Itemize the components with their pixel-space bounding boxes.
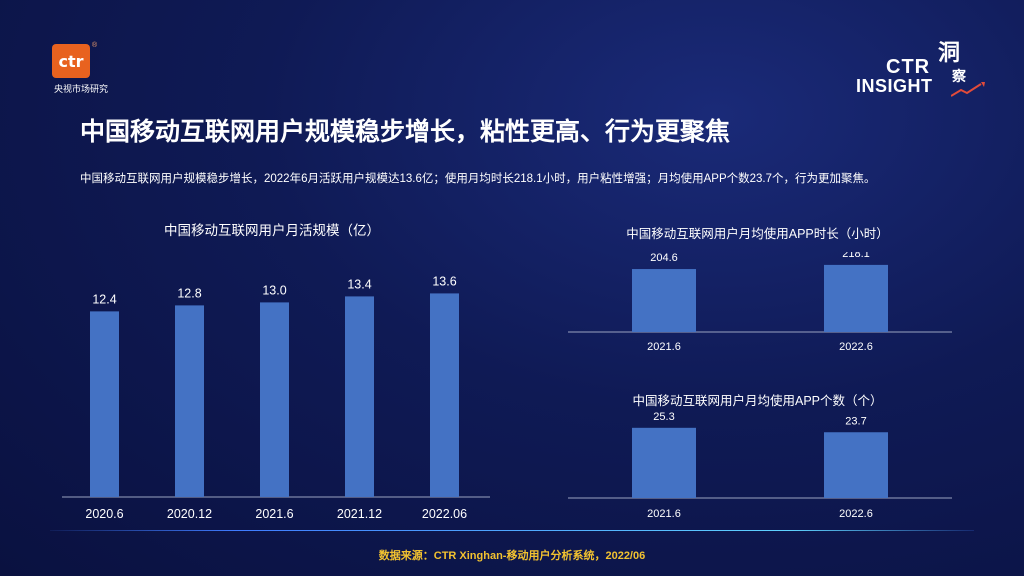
x-tick-label: 2021.6 <box>647 508 681 520</box>
brand-ctr: CTR <box>886 56 931 78</box>
data-label: 13.0 <box>262 283 286 297</box>
data-label: 23.7 <box>845 415 866 427</box>
page-title: 中国移动互联网用户规模稳步增长，粘性更高、行为更聚焦 <box>80 118 731 146</box>
bar-2020.12 <box>175 305 204 497</box>
brand-cn-1: 洞 <box>938 40 961 66</box>
chart-2-app-hours: 204.6 2021.6 218.1 2022.6 <box>568 252 952 353</box>
page-subtitle: 中国移动互联网用户规模稳步增长，2022年6月活跃用户规模达13.6亿；使用月均… <box>80 173 876 185</box>
brand-cn-2: 察 <box>952 69 966 85</box>
data-label: 13.4 <box>347 277 371 291</box>
chart-2-title: 中国移动互联网用户月均使用APP时长（小时） <box>626 227 889 241</box>
x-tick-label: 2020.6 <box>85 507 123 521</box>
data-label: 218.1 <box>842 252 870 260</box>
data-label: 204.6 <box>650 252 678 264</box>
data-label: 12.4 <box>92 292 116 306</box>
chart-1-mau: 12.4 2020.6 12.8 2020.12 13.0 2021.6 13.4 2021.… <box>62 274 490 521</box>
registered-mark: ® <box>92 42 98 49</box>
x-tick-label: 2021.6 <box>647 341 681 353</box>
bar-2021.6 <box>260 302 289 497</box>
x-tick-label: 2021.12 <box>337 507 382 521</box>
bar-2021.6 <box>632 269 696 332</box>
bar-2022.6 <box>824 432 888 498</box>
bar-2020.6 <box>90 311 119 497</box>
x-tick-label: 2022.06 <box>422 507 467 521</box>
brand-insight: INSIGHT <box>856 76 933 96</box>
x-tick-label: 2022.6 <box>839 341 873 353</box>
ctr-insight-brand: CTR INSIGHT 洞 察 <box>856 38 986 100</box>
x-tick-label: 2020.12 <box>167 507 212 521</box>
bar-2022.6 <box>824 264 888 332</box>
data-label: 25.3 <box>653 412 674 423</box>
footer-divider <box>50 530 974 531</box>
ctr-logo-mark: ctr <box>52 44 90 78</box>
bar-2021.6 <box>632 427 696 498</box>
logo-subtitle: 央视市场研究 <box>54 84 109 94</box>
data-label: 13.6 <box>432 274 456 288</box>
chart-1-title: 中国移动互联网用户月活规模（亿） <box>164 223 380 238</box>
data-source: 数据来源：CTR Xinghan-移动用户分析系统，2022/06 <box>378 550 646 562</box>
ctr-logo: ctr ® 央视市场研究 <box>52 42 108 94</box>
x-tick-label: 2022.6 <box>839 508 873 520</box>
bar-2022.06 <box>430 293 459 497</box>
chart-3-title: 中国移动互联网用户月均使用APP个数（个） <box>632 394 883 408</box>
x-tick-label: 2021.6 <box>255 507 293 521</box>
chart-3-app-count: 25.3 2021.6 23.7 2022.6 <box>568 412 952 520</box>
trend-arrow-icon <box>951 82 985 97</box>
data-label: 12.8 <box>177 286 201 300</box>
bar-2021.12 <box>345 296 374 497</box>
